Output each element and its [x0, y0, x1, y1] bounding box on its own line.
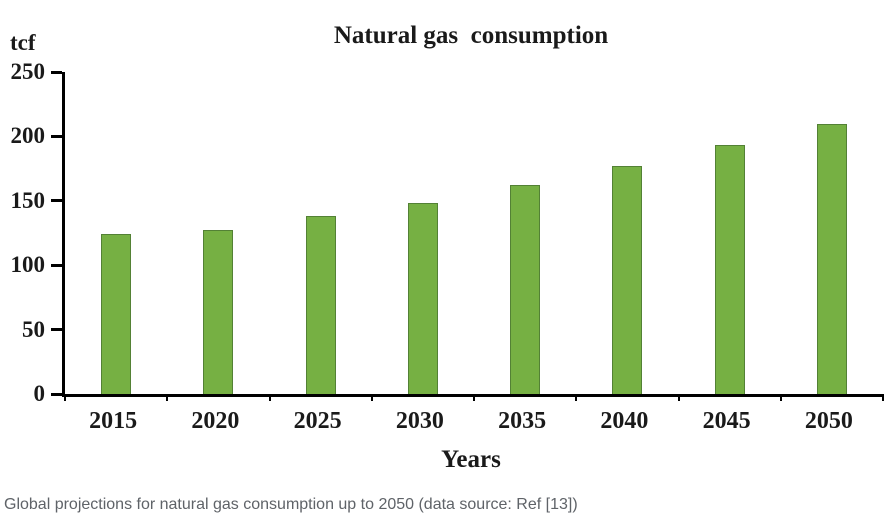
- x-axis-tick-label: 2035: [498, 408, 547, 434]
- x-axis-title: Years: [441, 446, 501, 473]
- x-axis-tick-label: 2040: [600, 408, 649, 434]
- x-axis-tick-mark: [575, 394, 578, 401]
- y-axis-tick-label: 0: [33, 381, 46, 406]
- bar-slot: [167, 72, 269, 394]
- y-axis-tick-label: 50: [22, 316, 45, 342]
- bar-2020: [203, 230, 234, 394]
- y-axis-tick-label: 200: [10, 123, 46, 149]
- x-axis-tick-label: 2045: [702, 408, 751, 434]
- bar-slot: [270, 72, 372, 394]
- x-axis-tick-label: 2050: [804, 408, 853, 434]
- y-axis-tick-label: 100: [10, 252, 46, 278]
- y-axis-tick-mark: [51, 70, 62, 74]
- chart-title: Natural gas consumption: [333, 22, 609, 49]
- y-axis-tick-mark: [51, 328, 62, 332]
- bar-2030: [407, 203, 438, 394]
- bar-2050: [816, 123, 847, 394]
- bar-2035: [510, 185, 541, 394]
- x-axis-tick-label: 2030: [395, 408, 444, 434]
- plot-area: 0 50 100 150 200 250: [11, 59, 884, 406]
- bars-row: [65, 72, 883, 394]
- bar-slot: [474, 72, 576, 394]
- bar-slot: [781, 72, 883, 394]
- x-axis-tick-mark: [779, 394, 782, 401]
- x-axis-tick-mark: [370, 394, 373, 401]
- bar-2040: [612, 166, 643, 394]
- y-axis-tick-label: 250: [10, 59, 46, 84]
- bar-slot: [65, 72, 167, 394]
- x-axis-tick-labels: 2015 2020 2025 2030 2035 2040 2045 2050: [62, 408, 880, 435]
- x-axis-tick-label: 2020: [191, 408, 240, 434]
- figure-caption: Global projections for natural gas consu…: [4, 496, 578, 513]
- y-axis-tick-mark: [51, 263, 62, 267]
- y-axis-tick-label: 150: [10, 187, 46, 213]
- bar-2025: [305, 216, 336, 394]
- x-axis-tick-mark: [64, 394, 66, 401]
- x-axis-tick-label: 2025: [293, 408, 342, 434]
- x-axis-tick-mark: [882, 394, 884, 401]
- bar-slot: [679, 72, 781, 394]
- x-axis-tick-mark: [473, 394, 475, 401]
- y-axis-unit-label: tcf: [10, 30, 36, 55]
- x-axis-tick-mark: [268, 394, 271, 401]
- bar-2045: [714, 145, 745, 394]
- x-axis-tick-mark: [166, 394, 169, 401]
- y-axis-tick-mark: [51, 134, 62, 138]
- bar-slot: [372, 72, 474, 394]
- bar-2015: [101, 234, 132, 394]
- x-axis-tick-label: 2015: [89, 408, 138, 434]
- y-axis-tick-mark: [51, 392, 62, 396]
- x-axis-tick-mark: [677, 394, 680, 401]
- y-axis-tick-mark: [51, 199, 62, 203]
- bar-slot: [576, 72, 678, 394]
